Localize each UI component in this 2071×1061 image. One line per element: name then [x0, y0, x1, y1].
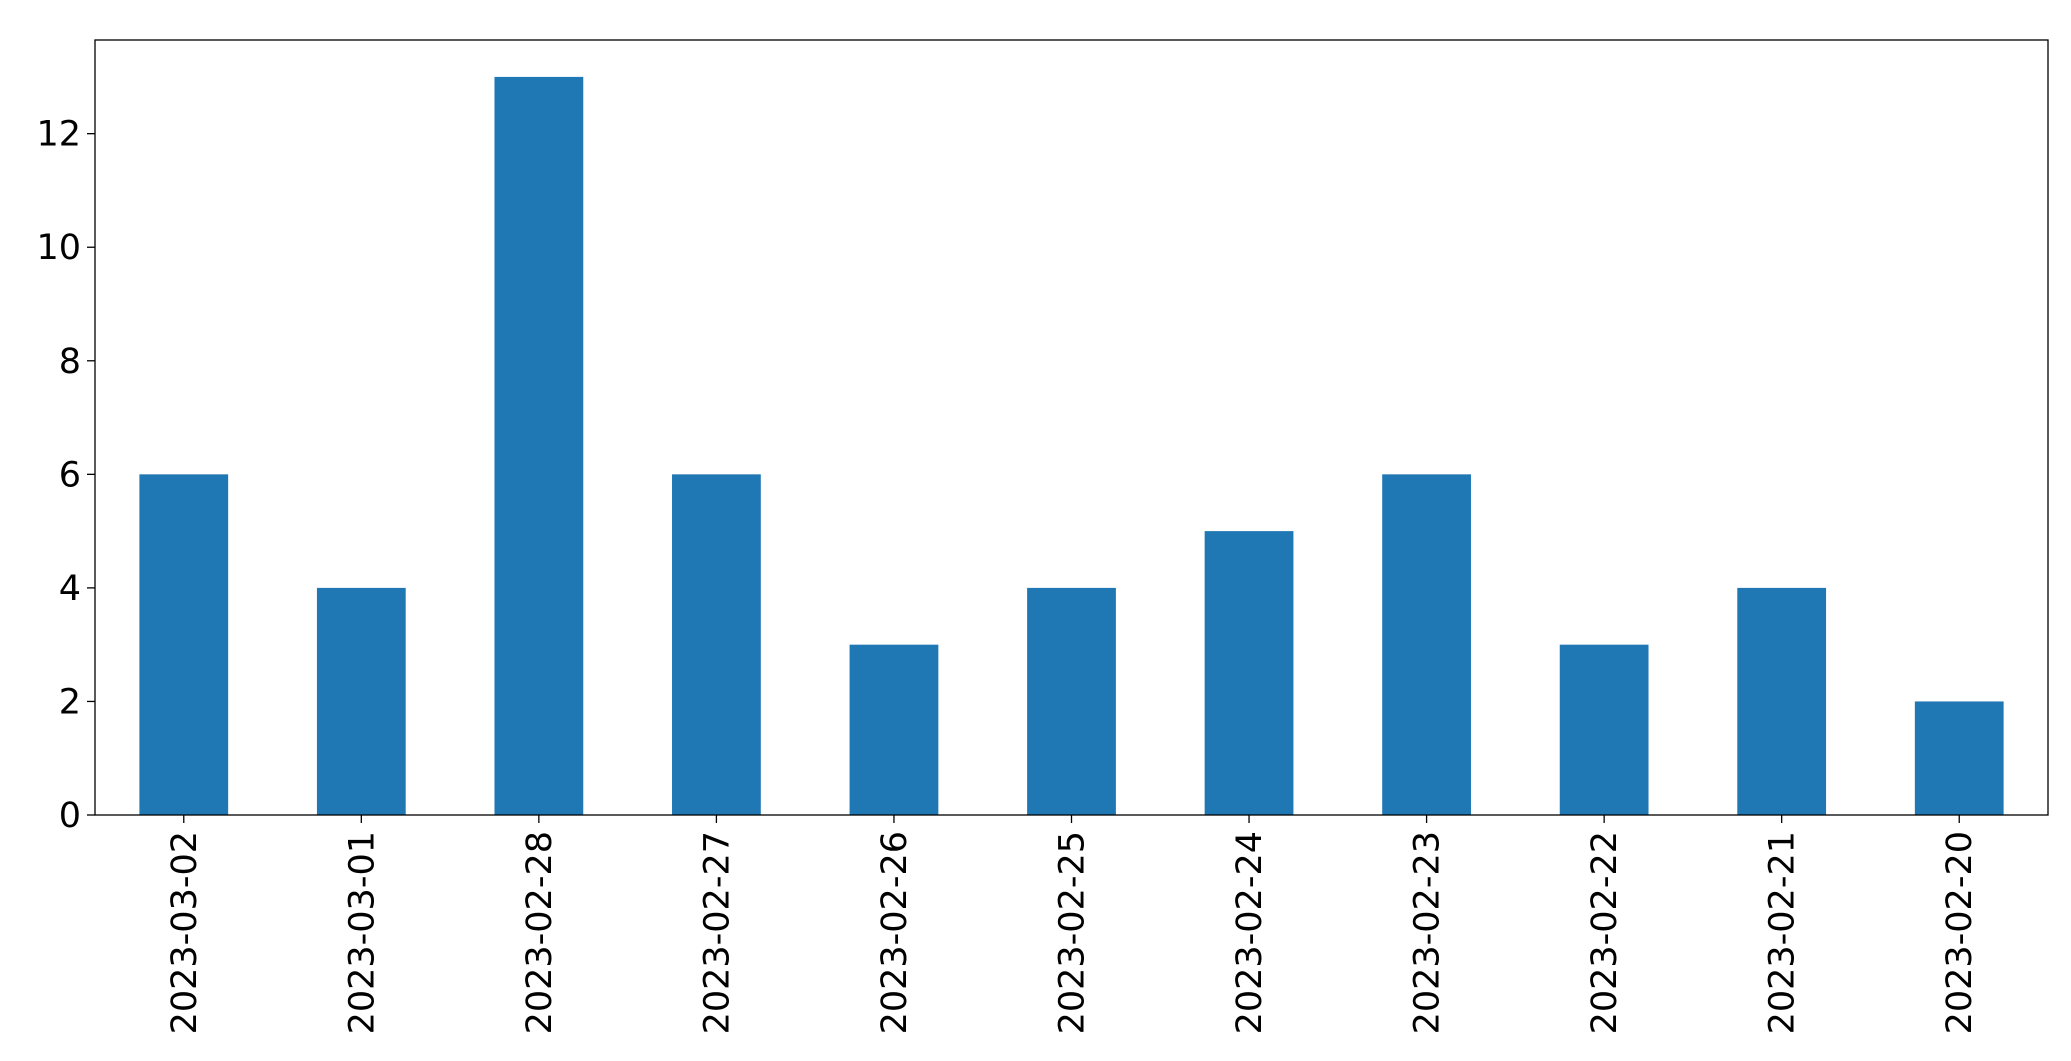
bar: [494, 76, 584, 815]
bar: [1204, 531, 1294, 815]
x-tick-label: 2023-02-28: [520, 831, 560, 1034]
bar: [849, 644, 939, 815]
bar: [1027, 587, 1116, 815]
x-tick-label: 2023-03-01: [342, 831, 382, 1034]
bar: [672, 474, 761, 815]
x-tick-label: 2023-02-20: [1940, 831, 1980, 1034]
y-tick-label: 8: [59, 342, 81, 382]
y-tick-label: 6: [59, 455, 81, 495]
y-tick-label: 0: [59, 796, 81, 836]
bar: [1559, 644, 1649, 815]
x-tick-label: 2023-02-26: [875, 831, 915, 1034]
bar: [1382, 474, 1471, 815]
y-axis-ticks: 0 2 4 6 8 10 12: [36, 115, 95, 836]
y-tick-label: 12: [36, 115, 81, 155]
bars-layer: [139, 76, 2004, 815]
bar: [316, 587, 406, 815]
x-tick-label: 2023-03-02: [165, 831, 205, 1034]
bar: [1914, 701, 2004, 815]
x-axis-ticks: 2023-03-02 2023-03-01 2023-02-28 2023-02-27…: [165, 815, 1980, 1034]
y-tick-label: 2: [59, 682, 81, 722]
bar: [1737, 587, 1827, 815]
plot-frame: [94, 39, 2049, 816]
x-tick-label: 2023-02-24: [1230, 831, 1270, 1034]
x-tick-label: 2023-02-21: [1763, 831, 1803, 1034]
x-tick-label: 2023-02-23: [1408, 831, 1448, 1034]
x-tick-label: 2023-02-27: [697, 831, 737, 1034]
y-tick-label: 10: [36, 228, 81, 268]
x-tick-label: 2023-02-22: [1585, 831, 1625, 1034]
y-tick-label: 4: [59, 569, 81, 609]
x-tick-label: 2023-02-25: [1053, 831, 1093, 1034]
bar: [139, 474, 229, 815]
